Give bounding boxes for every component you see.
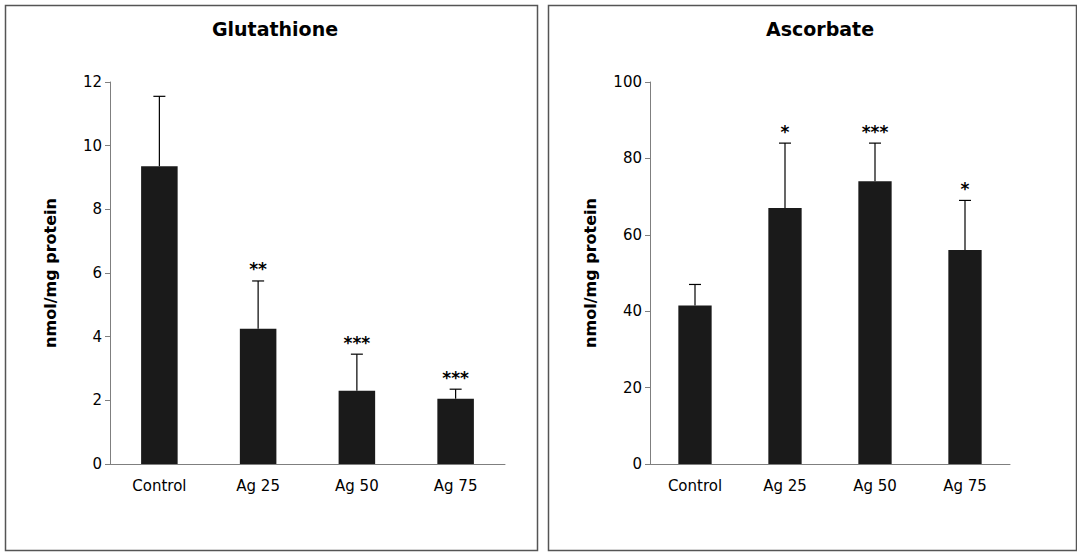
svg-text:Ag 75: Ag 75	[943, 477, 987, 495]
svg-text:*: *	[781, 122, 790, 142]
svg-text:Ag 50: Ag 50	[335, 477, 379, 495]
svg-text:0: 0	[92, 455, 102, 473]
svg-text:Ag 50: Ag 50	[853, 477, 897, 495]
svg-text:2: 2	[92, 391, 102, 409]
svg-text:*: *	[961, 179, 970, 199]
svg-text:**: **	[249, 259, 267, 279]
svg-text:60: 60	[623, 226, 642, 244]
svg-text:nmol/mg protein: nmol/mg protein	[41, 198, 60, 348]
svg-text:***: ***	[442, 368, 469, 388]
svg-text:Ag 25: Ag 25	[236, 477, 280, 495]
svg-text:Control: Control	[668, 477, 722, 495]
svg-text:Glutathione: Glutathione	[212, 18, 338, 40]
svg-text:100: 100	[613, 73, 642, 91]
svg-text:Ag 75: Ag 75	[434, 477, 478, 495]
svg-text:nmol/mg protein: nmol/mg protein	[581, 198, 600, 348]
svg-text:20: 20	[623, 379, 642, 397]
svg-text:4: 4	[92, 328, 102, 346]
svg-text:0: 0	[632, 455, 642, 473]
svg-text:80: 80	[623, 149, 642, 167]
svg-text:***: ***	[344, 333, 371, 353]
svg-text:10: 10	[83, 137, 102, 155]
svg-text:Ascorbate: Ascorbate	[766, 18, 874, 40]
svg-text:6: 6	[92, 264, 102, 282]
svg-text:***: ***	[862, 122, 889, 142]
svg-text:Control: Control	[132, 477, 186, 495]
svg-text:12: 12	[83, 73, 102, 91]
svg-text:8: 8	[92, 200, 102, 218]
svg-text:Ag 25: Ag 25	[763, 477, 807, 495]
svg-text:40: 40	[623, 302, 642, 320]
